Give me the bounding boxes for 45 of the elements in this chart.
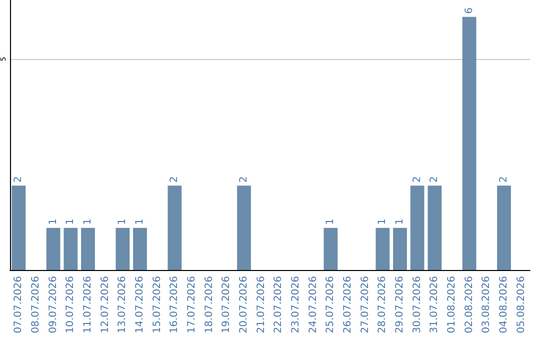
x-tick-label: 18.07.2026: [204, 276, 215, 334]
x-tick-label: 21.07.2026: [256, 276, 267, 334]
x-tick-label: 14.07.2026: [134, 276, 146, 334]
x-tick-label: 10.07.2026: [65, 276, 76, 334]
x-tick-label: 30.07.2026: [412, 276, 423, 334]
data-label: 1: [82, 218, 94, 225]
data-label: 2: [238, 176, 250, 183]
x-tick-label: 22.07.2026: [273, 276, 284, 334]
x-tick-label: 29.07.2026: [394, 276, 406, 334]
data-label: 2: [13, 176, 24, 183]
x-tick-label: 02.08.2026: [464, 276, 475, 334]
x-tick-label: 01.08.2026: [446, 276, 458, 334]
x-tick-label: 19.07.2026: [221, 276, 232, 334]
data-label: 1: [134, 218, 146, 225]
data-label: 2: [429, 176, 440, 183]
data-label: 2: [169, 176, 180, 183]
data-label: 2: [498, 176, 510, 183]
x-tick-label: 04.08.2026: [498, 276, 510, 334]
data-label: 1: [394, 218, 406, 225]
x-tick-label: 24.07.2026: [308, 276, 319, 334]
x-tick-label: 16.07.2026: [169, 276, 180, 334]
x-tick-label: 05.08.2026: [516, 276, 527, 334]
x-tick-label: 03.08.2026: [481, 276, 492, 334]
x-tick-label: 28.07.2026: [377, 276, 388, 334]
x-tick-label: 26.07.2026: [342, 276, 354, 334]
x-tick-label: 15.07.2026: [152, 276, 163, 334]
x-tick-label: 12.07.2026: [100, 276, 111, 334]
x-tick-label: 11.07.2026: [82, 276, 94, 334]
data-label: 1: [65, 218, 76, 225]
x-tick-label: 08.07.2026: [30, 276, 42, 334]
x-tick-label: 25.07.2026: [325, 276, 336, 334]
x-tick-label: 09.07.2026: [48, 276, 59, 334]
data-label: 1: [377, 218, 388, 225]
data-label: 1: [325, 218, 336, 225]
x-tick-label: 17.07.2026: [186, 276, 198, 334]
data-label: 1: [48, 218, 59, 225]
x-tick-label: 27.07.2026: [360, 276, 371, 334]
x-tick-label: 13.07.2026: [117, 276, 128, 334]
x-tick-label: 07.07.2026: [13, 276, 24, 334]
x-tick-label: 31.07.2026: [429, 276, 440, 334]
data-label: 1: [117, 218, 128, 225]
data-label: 2: [412, 176, 423, 183]
x-tick-label: 20.07.2026: [238, 276, 250, 334]
x-tick-label: 23.07.2026: [290, 276, 302, 334]
data-label: 6: [464, 8, 475, 14]
